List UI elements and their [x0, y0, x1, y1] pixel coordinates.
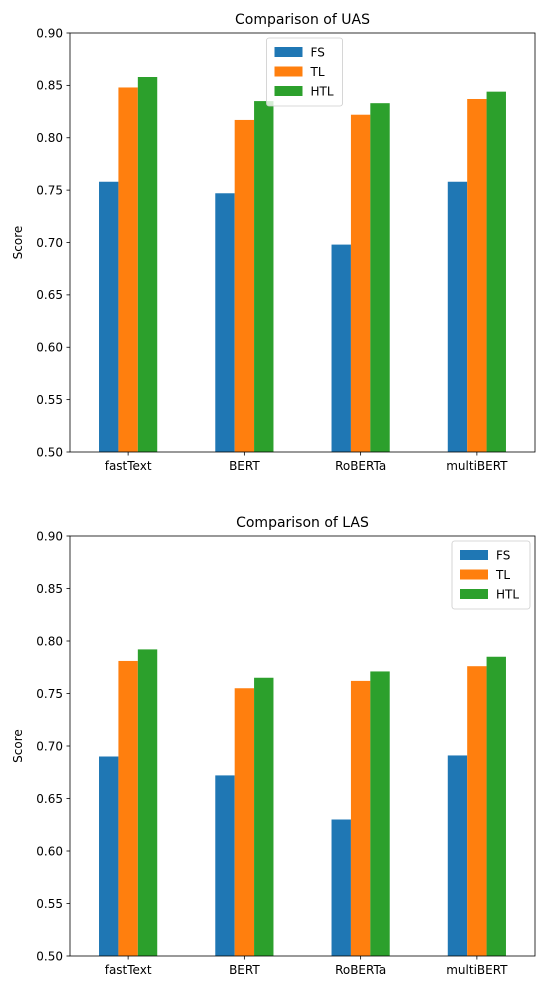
- las-bar-fs-fasttext: [99, 756, 119, 956]
- las-ytick-label: 0.70: [36, 739, 63, 753]
- las-ytick-label: 0.85: [36, 582, 63, 596]
- uas-chart: Comparison of UAS 0.50 0.55 0.60 0.65 0.70 0.7…: [11, 12, 536, 473]
- uas-bar-htl-fasttext: [137, 77, 158, 452]
- las-chart-title: Comparison of LAS: [236, 515, 369, 531]
- las-ytick-label: 0.55: [36, 897, 63, 911]
- uas-bar-fs-fasttext: [99, 181, 119, 452]
- uas-ytick-label: 0.50: [36, 445, 63, 459]
- uas-bar-htl-bert: [254, 101, 274, 452]
- las-bar-htl-roberta: [370, 671, 390, 956]
- las-xtick-label: BERT: [229, 963, 260, 977]
- uas-chart-title: Comparison of UAS: [235, 12, 370, 28]
- las-xtick-label: RoBERTa: [335, 963, 386, 977]
- uas-xtick-label: multiBERT: [446, 459, 508, 473]
- uas-xtick-label: BERT: [229, 459, 260, 473]
- uas-ylabel: Score: [11, 226, 25, 260]
- las-legend-swatch-fs: [460, 550, 488, 560]
- las-bar-tl-multibert: [467, 666, 487, 956]
- uas-ytick-label: 0.80: [36, 131, 63, 145]
- las-legend-label-fs: FS: [496, 549, 510, 563]
- uas-ytick-label: 0.65: [36, 288, 63, 302]
- uas-bar-tl-bert: [234, 119, 255, 452]
- uas-legend: FS TL HTL: [266, 37, 343, 107]
- uas-ytick-label: 0.60: [36, 341, 63, 355]
- uas-legend-swatch-fs: [274, 47, 303, 57]
- las-bar-tl-bert: [234, 688, 255, 956]
- uas-legend-label-htl: HTL: [311, 85, 334, 99]
- uas-bar-fs-multibert: [447, 181, 468, 452]
- uas-legend-swatch-tl: [274, 66, 303, 77]
- las-xtick-label: fastText: [105, 963, 152, 977]
- las-xtick-label: multiBERT: [446, 963, 508, 977]
- uas-ytick-label: 0.75: [36, 183, 63, 197]
- las-bar-tl-fasttext: [118, 660, 138, 956]
- las-bar-tl-roberta: [350, 680, 371, 956]
- las-bar-htl-fasttext: [137, 649, 158, 956]
- uas-bar-tl-multibert: [467, 98, 487, 453]
- uas-bar-tl-fasttext: [118, 87, 138, 452]
- uas-xtick-label: RoBERTa: [335, 459, 386, 473]
- las-ytick-label: 0.90: [36, 529, 63, 543]
- las-bar-fs-roberta: [331, 819, 351, 956]
- las-ytick-label: 0.80: [36, 634, 63, 648]
- las-ylabel: Score: [11, 729, 25, 763]
- las-bar-htl-bert: [254, 677, 274, 956]
- las-ytick-label: 0.60: [36, 844, 63, 858]
- las-legend-swatch-htl: [460, 589, 488, 599]
- las-ytick-label: 0.50: [36, 949, 63, 963]
- las-legend-label-htl: HTL: [496, 588, 519, 602]
- uas-bar-htl-roberta: [370, 103, 390, 453]
- uas-bar-htl-multibert: [486, 91, 506, 452]
- uas-ytick-label: 0.90: [36, 26, 63, 40]
- uas-legend-label-tl: TL: [310, 65, 325, 79]
- las-bar-htl-multibert: [486, 656, 506, 956]
- las-ytick-label: 0.75: [36, 687, 63, 701]
- las-chart: Comparison of LAS 0.50 0.55 0.60 0.65 0.70 0.7…: [11, 515, 536, 977]
- las-bar-fs-bert: [215, 775, 235, 956]
- uas-ytick-label: 0.70: [36, 236, 63, 250]
- las-legend-label-tl: TL: [495, 568, 510, 582]
- uas-bar-fs-bert: [215, 193, 235, 452]
- las-legend-swatch-tl: [460, 569, 488, 580]
- uas-bar-fs-roberta: [331, 244, 351, 452]
- las-bar-fs-multibert: [447, 755, 468, 956]
- las-legend: FS TL HTL: [451, 540, 531, 610]
- uas-xtick-label: fastText: [105, 459, 152, 473]
- uas-legend-label-fs: FS: [311, 46, 325, 60]
- uas-legend-swatch-htl: [274, 86, 303, 96]
- uas-ytick-label: 0.55: [36, 393, 63, 407]
- uas-bar-tl-roberta: [350, 114, 371, 453]
- las-ytick-label: 0.65: [36, 792, 63, 806]
- uas-ytick-label: 0.85: [36, 79, 63, 93]
